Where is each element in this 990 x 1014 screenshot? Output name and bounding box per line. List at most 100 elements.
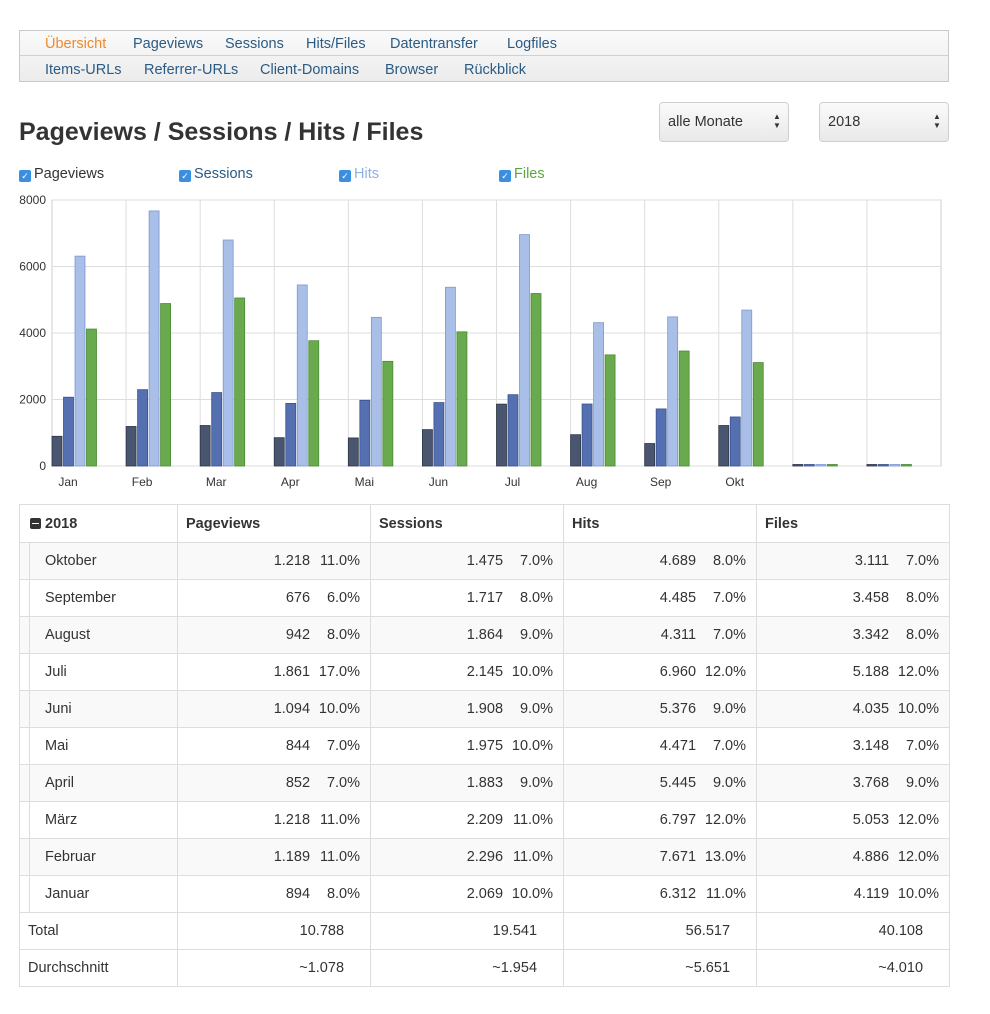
metric-value: 2.069 <box>466 886 504 902</box>
month-select[interactable]: alle Monate ▲ ▼ <box>659 102 789 142</box>
select-arrows-icon: ▲ ▼ <box>773 112 781 130</box>
metric-percent: 7.0% <box>326 775 361 791</box>
average-label: Durchschnitt <box>18 949 179 987</box>
checkbox-checked-icon[interactable]: ✓ <box>499 170 511 182</box>
bar-pageviews <box>496 403 507 467</box>
metric-percent: 11.0% <box>705 886 747 902</box>
year-select-value: 2018 <box>828 114 861 130</box>
nav-referrer-urls[interactable]: Referrer-URLs <box>144 62 239 78</box>
metric-value: 3.148 <box>852 738 890 754</box>
metric-value: 3.768 <box>852 775 890 791</box>
bar-sessions <box>729 416 741 467</box>
legend-sessions[interactable]: ✓ Sessions <box>179 166 253 182</box>
header-hits: Hits <box>563 504 758 543</box>
nav-hits-files[interactable]: Hits/Files <box>306 36 366 52</box>
nav-items-urls[interactable]: Items-URLs <box>45 62 122 78</box>
table-row: April 852 7.0% 1.883 9.0% 5.445 9.0% 3.768 9.0% <box>19 764 951 802</box>
checkbox-checked-icon[interactable]: ✓ <box>19 170 31 182</box>
x-tick-label: Sep <box>650 475 672 489</box>
month-name: Januar <box>28 875 179 913</box>
metric-percent: 11.0% <box>319 553 361 569</box>
metric-value: 4.886 <box>852 849 890 865</box>
row-indent <box>19 801 30 839</box>
legend-pageviews[interactable]: ✓ Pageviews <box>19 166 104 182</box>
average-value: ~5.651 <box>563 949 758 987</box>
bar-hits <box>593 322 604 467</box>
row-indent <box>19 838 30 876</box>
metric-percent: 7.0% <box>712 627 747 643</box>
bar-files <box>456 331 468 467</box>
metric-value: 1.883 <box>466 775 504 791</box>
metric-percent: 11.0% <box>319 812 361 828</box>
metric-cell: 4.035 10.0% <box>756 690 951 728</box>
bar-pageviews <box>422 429 433 467</box>
average-value: ~1.954 <box>370 949 565 987</box>
year-select[interactable]: 2018 ▲ ▼ <box>819 102 949 142</box>
month-name: Juni <box>28 690 179 728</box>
row-indent <box>19 690 30 728</box>
metric-percent: 12.0% <box>897 812 940 828</box>
nav-overview[interactable]: Übersicht <box>45 36 107 52</box>
bar-pageviews <box>273 437 285 467</box>
bar-pageviews <box>570 434 581 467</box>
metric-cell: 2.209 11.0% <box>370 801 565 839</box>
metric-value: 1.189 <box>273 849 311 865</box>
nav-logfiles[interactable]: Logfiles <box>507 36 557 52</box>
metric-cell: 5.445 9.0% <box>563 764 758 802</box>
metric-cell: 942 8.0% <box>177 616 372 654</box>
month-name: Oktober <box>28 542 179 580</box>
bar-pageviews <box>125 426 137 467</box>
year-header[interactable]: 2018 <box>18 504 179 543</box>
metric-cell: 3.148 7.0% <box>756 727 951 765</box>
bar-hits <box>222 239 234 467</box>
x-tick-label: Jan <box>58 475 77 489</box>
collapse-icon[interactable] <box>30 517 41 529</box>
bar-files <box>530 293 542 467</box>
x-tick-label: Jul <box>505 475 520 489</box>
checkbox-checked-icon[interactable]: ✓ <box>179 170 191 182</box>
metric-percent: 10.0% <box>318 701 361 717</box>
metric-cell: 5.376 9.0% <box>563 690 758 728</box>
legend-label: Hits <box>354 166 379 182</box>
nav-row-secondary: Items-URLs Referrer-URLs Client-Domains … <box>20 57 948 82</box>
header-sessions: Sessions <box>370 504 565 543</box>
x-tick-label: Jun <box>429 475 448 489</box>
bar-sessions <box>581 403 593 467</box>
nav-datentransfer[interactable]: Datentransfer <box>390 36 478 52</box>
metric-percent: 10.0% <box>511 738 554 754</box>
month-name: Februar <box>28 838 179 876</box>
metric-percent: 8.0% <box>519 590 554 606</box>
legend-files[interactable]: ✓ Files <box>499 166 545 182</box>
month-name: Juli <box>28 653 179 691</box>
metric-percent: 7.0% <box>519 553 554 569</box>
metric-percent: 8.0% <box>712 553 747 569</box>
nav-sessions[interactable]: Sessions <box>225 36 284 52</box>
nav-client-domains[interactable]: Client-Domains <box>260 62 360 78</box>
nav-pageviews[interactable]: Pageviews <box>133 36 204 52</box>
metric-percent: 8.0% <box>905 590 940 606</box>
legend-hits[interactable]: ✓ Hits <box>339 166 379 182</box>
metric-percent: 13.0% <box>704 849 747 865</box>
bar-pageviews <box>347 437 359 467</box>
y-tick-label: 4000 <box>19 326 46 340</box>
nav-browser[interactable]: Browser <box>385 62 439 78</box>
metric-percent: 9.0% <box>519 775 554 791</box>
checkbox-checked-icon[interactable]: ✓ <box>339 170 351 182</box>
metric-cell: 1.717 8.0% <box>370 579 565 617</box>
nav-rueckblick[interactable]: Rückblick <box>464 62 527 78</box>
total-value: 19.541 <box>370 912 565 950</box>
metric-cell: 7.671 13.0% <box>563 838 758 876</box>
bar-sessions <box>359 399 371 467</box>
metric-value: 844 <box>285 738 311 754</box>
metric-cell: 3.768 9.0% <box>756 764 951 802</box>
metric-percent: 6.0% <box>326 590 361 606</box>
metric-value: 7.671 <box>659 849 697 865</box>
metric-value: 1.864 <box>466 627 504 643</box>
metric-cell: 852 7.0% <box>177 764 372 802</box>
metric-value: 852 <box>285 775 311 791</box>
metric-percent: 7.0% <box>905 738 940 754</box>
metric-value: 4.471 <box>659 738 697 754</box>
metric-percent: 10.0% <box>897 886 940 902</box>
bar-hits <box>148 210 160 467</box>
metric-cell: 1.861 17.0% <box>177 653 372 691</box>
